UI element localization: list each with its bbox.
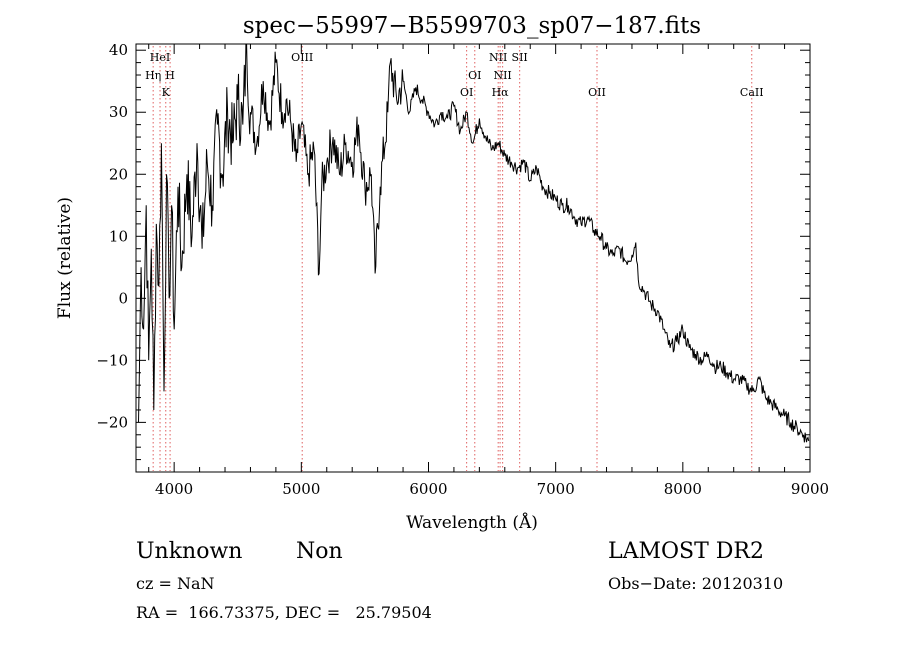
line-label: CaII <box>740 86 764 99</box>
y-tick-label: 40 <box>109 41 128 59</box>
x-tick-label: 8000 <box>664 480 702 498</box>
line-label: SII <box>512 51 528 64</box>
y-tick-label: −10 <box>96 351 128 369</box>
ra-dec-coordinates: RA = 166.73375, DEC = 25.79504 <box>136 603 432 622</box>
x-tick-label: 9000 <box>791 480 829 498</box>
line-label: NII <box>493 69 511 82</box>
chart-title: spec−55997−B5599703_sp07−187.fits <box>243 13 701 39</box>
observation-date: Obs−Date: 20120310 <box>608 574 784 593</box>
spectrum-line <box>138 43 810 443</box>
object-subclass: Non <box>296 539 343 564</box>
line-label: OIII <box>291 51 313 64</box>
y-tick-label: −20 <box>96 413 128 431</box>
line-label: Hη <box>145 69 161 82</box>
plot-frame <box>135 43 811 473</box>
line-label: OI <box>468 69 481 82</box>
y-tick-label: 0 <box>118 289 128 307</box>
y-tick-label: 30 <box>109 103 128 121</box>
line-label: OII <box>588 86 606 99</box>
line-label: H <box>165 69 175 82</box>
x-tick-label: 6000 <box>409 480 447 498</box>
redshift-cz: cz = NaN <box>136 574 215 593</box>
x-tick-label: 4000 <box>155 480 193 498</box>
line-label: HeI <box>150 51 170 64</box>
y-axis-ticks: −20 −10 0 10 20 30 40 <box>96 41 810 461</box>
x-axis-label: Wavelength (Å) <box>406 512 538 533</box>
line-label: Hα <box>492 86 510 99</box>
object-class: Unknown <box>136 539 243 564</box>
y-axis-label: Flux (relative) <box>55 197 75 319</box>
x-axis-ticks: 4000 5000 6000 7000 8000 9000 <box>148 44 829 498</box>
survey-name: LAMOST DR2 <box>608 539 764 564</box>
x-tick-label: 7000 <box>537 480 575 498</box>
y-tick-label: 10 <box>109 227 128 245</box>
x-tick-label: 5000 <box>282 480 320 498</box>
line-label: K <box>162 86 171 99</box>
line-label: OI <box>460 86 473 99</box>
y-tick-label: 20 <box>109 165 128 183</box>
line-label: NII <box>489 51 507 64</box>
